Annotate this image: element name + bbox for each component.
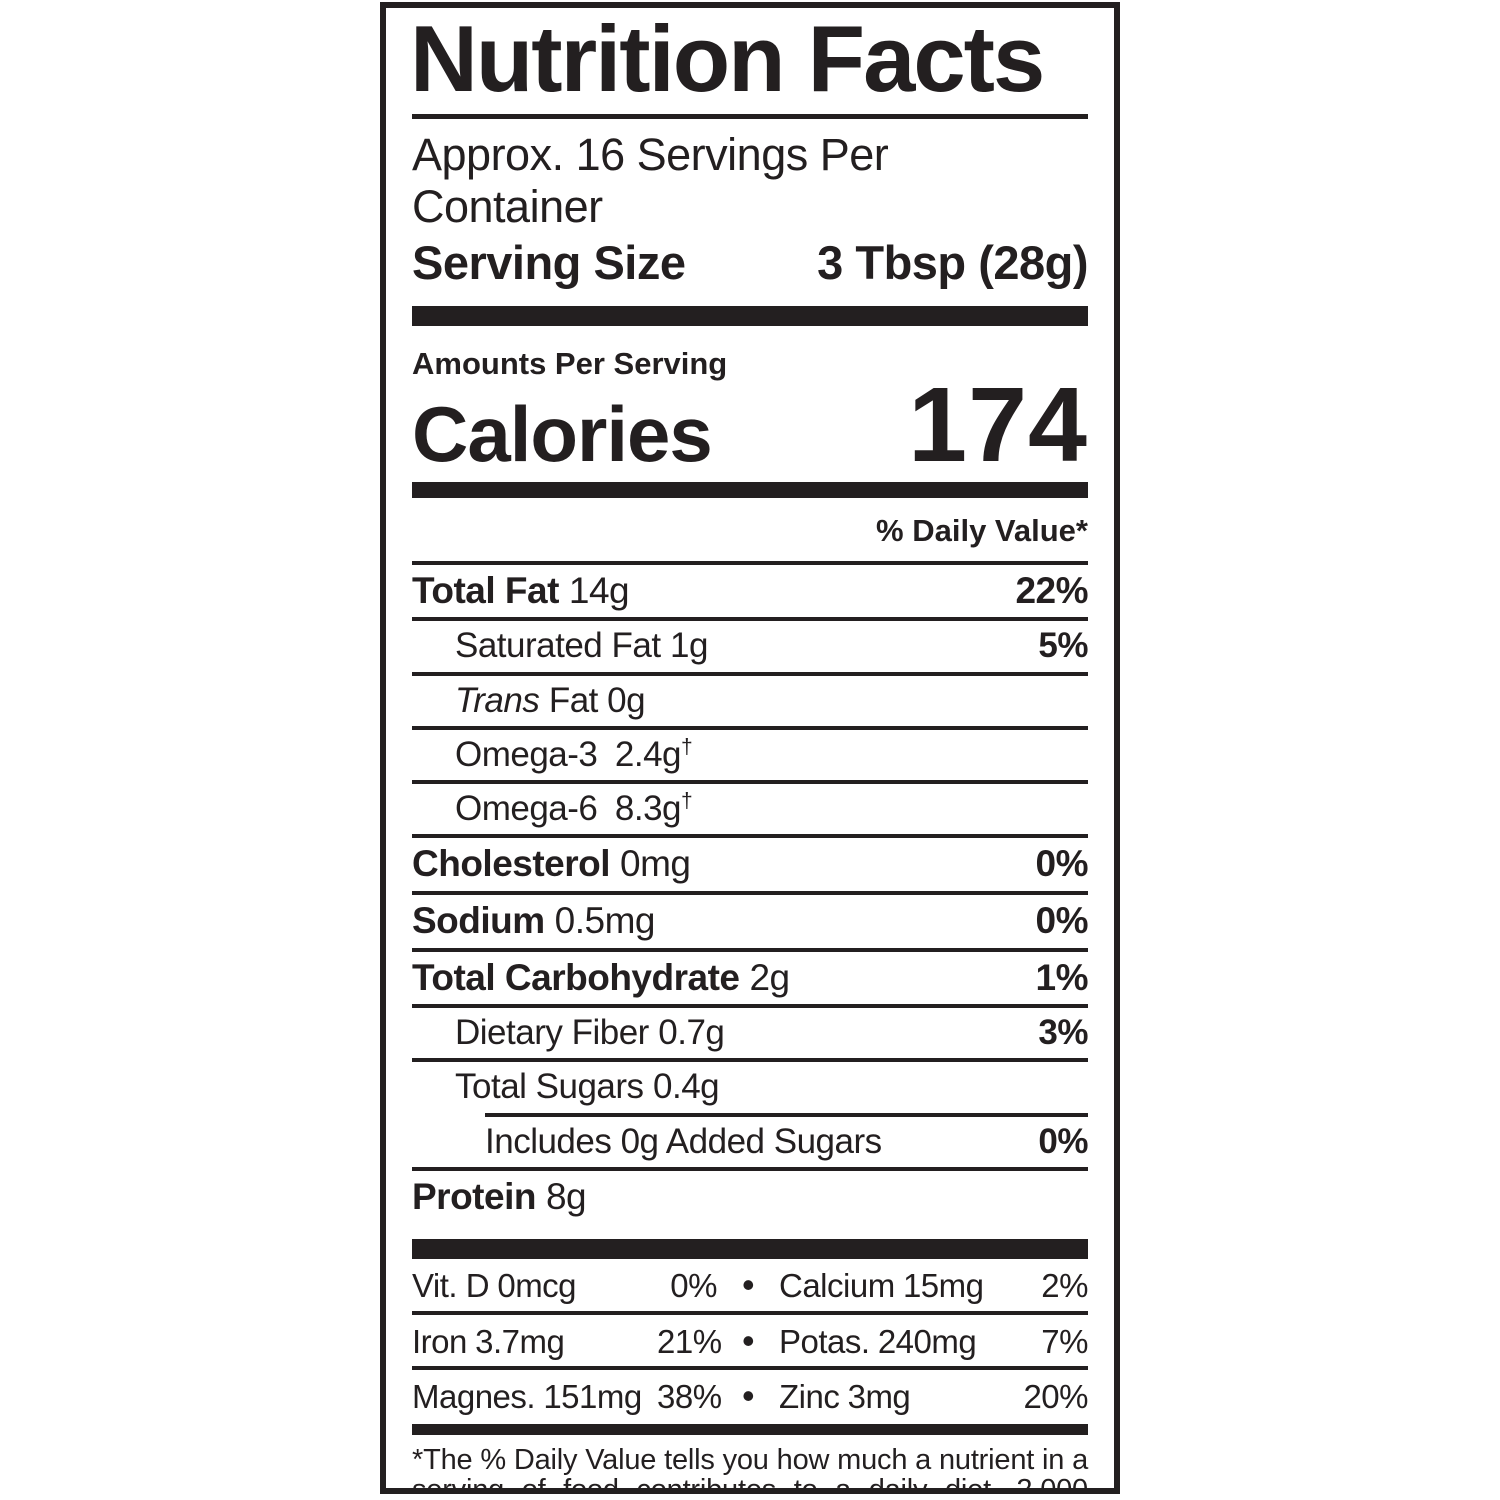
nutrient-row-omega-6: Omega-6 8.3g† (412, 784, 1088, 834)
micronutrient-name: Vit. D (412, 1267, 490, 1305)
nutrient-name: Saturated Fat (455, 626, 661, 666)
nutrient-row-total-carbohydrate: Total Carbohydrate 2g 1% (412, 952, 1089, 1005)
nutrient-amount: 0.5mg (554, 900, 656, 942)
separator (412, 1310, 1088, 1315)
thick-bar-micronutrients (412, 1239, 1088, 1260)
micronutrient-dv: 2% (1041, 1267, 1088, 1305)
micronutrient-row-1: Vit. D 0mcg 0% • Calcium 15mg 2% (412, 1259, 1088, 1310)
micronutrient-amount: 3mg (847, 1378, 911, 1416)
micronutrient-dv: 21% (657, 1322, 722, 1360)
separator (412, 891, 1088, 896)
nutrient-dv: 0% (1035, 900, 1089, 942)
micronutrient-dv: 7% (1041, 1322, 1088, 1360)
nutrient-row-total-sugars: Total Sugars 0.4g (412, 1062, 1088, 1112)
nutrient-amount: Fat 0g (548, 680, 646, 720)
footnote-divider-bar (412, 1423, 1088, 1435)
nutrient-dv: 5% (1038, 626, 1088, 666)
micronutrient-amount: 3.7mg (475, 1322, 565, 1360)
nutrient-row-protein: Protein 8g (412, 1171, 1088, 1224)
nutrient-amount: 8.3g (614, 789, 682, 829)
nutrient-amount: 14g (568, 569, 630, 611)
label-title: Nutrition Facts (410, 6, 1045, 111)
nutrition-facts-label: Nutrition Facts Approx. 16 Servings Per … (380, 2, 1120, 1494)
serving-size-value: 3 Tbsp (28g) (817, 236, 1088, 290)
micronutrient-dv: 38% (657, 1378, 722, 1416)
nutrient-amount: 2g (749, 956, 790, 998)
daily-value-footnote: *The % Daily Value tells you how much a … (412, 1443, 1088, 1494)
bullet-separator: • (741, 1375, 755, 1417)
separator (412, 834, 1088, 839)
separator (412, 560, 1088, 565)
nutrient-name: Total Fat (412, 569, 559, 611)
nutrient-row-omega-3: Omega-3 2.4g† (412, 730, 1088, 780)
nutrient-row-added-sugars: Includes 0g Added Sugars 0% (412, 1117, 1088, 1167)
nutrient-row-saturated-fat: Saturated Fat 1g 5% (412, 621, 1088, 671)
separator (412, 725, 1088, 730)
nutrient-name: Total Carbohydrate (412, 956, 740, 998)
servings-per-container: Approx. 16 Servings Per Container (412, 128, 889, 232)
separator (412, 617, 1088, 622)
separator (412, 780, 1088, 785)
calories-label: Calories (412, 389, 713, 478)
nutrient-row-dietary-fiber: Dietary Fiber 0.7g 3% (412, 1008, 1088, 1058)
micronutrient-dv: 0% (670, 1267, 717, 1305)
nutrient-row-cholesterol: Cholesterol 0mg 0% (412, 838, 1089, 891)
title-divider (412, 113, 1088, 119)
dagger-symbol: † (681, 789, 693, 813)
bullet-separator: • (741, 1319, 755, 1361)
serving-size-label: Serving Size (412, 236, 686, 290)
nutrient-dv: 0% (1035, 843, 1089, 885)
nutrient-name: Trans (455, 680, 540, 720)
dagger-symbol: † (681, 735, 693, 759)
micronutrient-name: Calcium (779, 1267, 895, 1305)
nutrient-name: Includes 0g Added Sugars (485, 1121, 882, 1161)
nutrient-amount: 0mg (620, 843, 691, 885)
micronutrient-name: Potas. (779, 1322, 870, 1360)
nutrient-name: Total Sugars (455, 1067, 644, 1107)
nutrient-name: Sodium (412, 900, 545, 942)
separator (412, 1366, 1088, 1371)
bullet-separator: • (741, 1264, 755, 1306)
amounts-per-serving-label: Amounts Per Serving (412, 346, 728, 382)
nutrient-name: Cholesterol (412, 843, 611, 885)
nutrient-dv: 1% (1035, 956, 1089, 998)
nutrient-row-total-fat: Total Fat 14g 22% (412, 565, 1088, 618)
micronutrient-amount: 0mcg (497, 1267, 577, 1305)
micronutrient-name: Zinc (779, 1378, 840, 1416)
serving-size-row: Serving Size 3 Tbsp (28g) (412, 236, 1088, 290)
separator (412, 1058, 1088, 1063)
nutrient-name: Omega-6 (455, 789, 598, 829)
nutrient-dv: 3% (1038, 1013, 1088, 1053)
nutrient-name: Protein (412, 1175, 536, 1217)
nutrient-row-trans-fat: Trans Fat 0g (412, 676, 1088, 726)
nutrient-dv: 0% (1038, 1121, 1088, 1161)
nutrient-amount: 2.4g (614, 734, 682, 774)
nutrient-dv: 22% (1015, 569, 1088, 611)
micronutrient-amount: 151mg (543, 1378, 642, 1416)
nutrient-amount: 1g (670, 626, 708, 666)
micronutrient-row-2: Iron 3.7mg 21% • Potas. 240mg 7% (412, 1315, 1088, 1366)
thick-bar-top (412, 306, 1088, 327)
nutrient-amount: 0.4g (653, 1067, 720, 1107)
separator-indented (485, 1112, 1088, 1117)
calories-divider-bar (412, 481, 1088, 498)
nutrient-amount: 0.7g (658, 1013, 725, 1053)
separator (412, 1004, 1088, 1009)
daily-value-header: % Daily Value* (876, 512, 1088, 548)
micronutrient-row-3: Magnes. 151mg 38% • Zinc 3mg 20% (412, 1370, 1088, 1421)
calories-value: 174 (908, 365, 1088, 484)
nutrient-name: Omega-3 (455, 734, 598, 774)
micronutrient-amount: 240mg (877, 1322, 977, 1360)
separator (412, 947, 1088, 952)
nutrient-row-sodium: Sodium 0.5mg 0% (412, 895, 1089, 948)
micronutrient-name: Magnes. (412, 1378, 536, 1416)
calories-row: Calories 174 (412, 365, 1088, 484)
separator (412, 671, 1088, 676)
micronutrient-name: Iron (412, 1322, 467, 1360)
nutrient-amount: 8g (545, 1175, 587, 1217)
micronutrient-dv: 20% (1023, 1378, 1088, 1416)
separator (412, 1166, 1088, 1171)
micronutrient-amount: 15mg (902, 1267, 984, 1305)
nutrient-name: Dietary Fiber (455, 1013, 649, 1053)
